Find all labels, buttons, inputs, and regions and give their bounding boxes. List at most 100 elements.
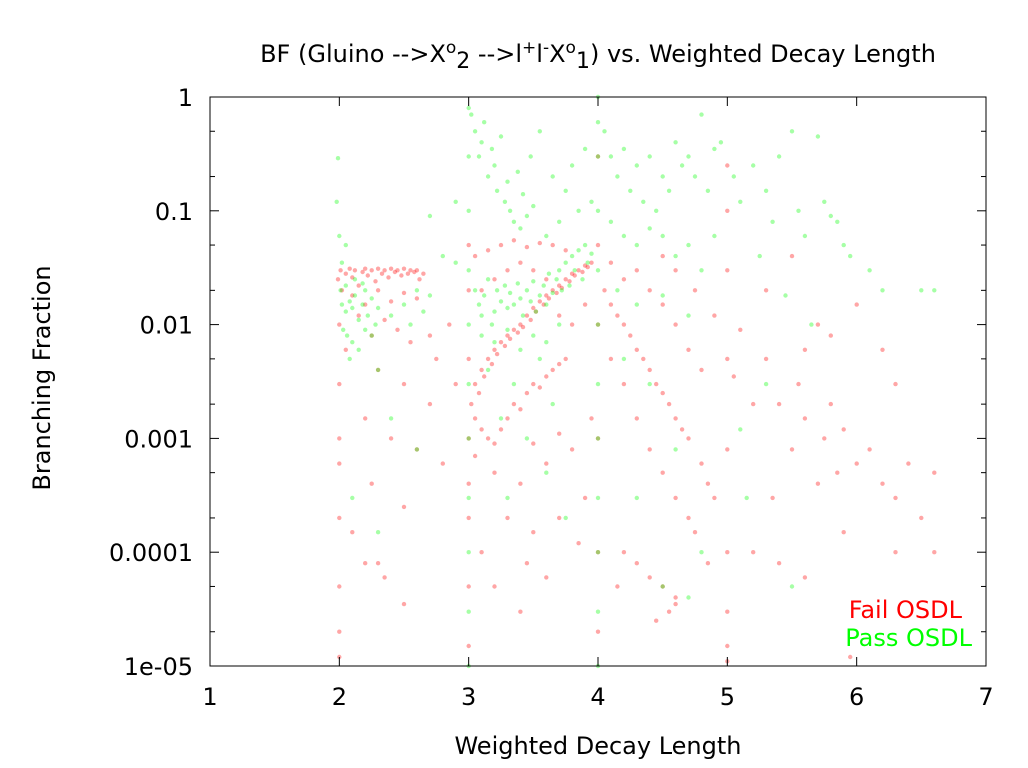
fail-osdl-point — [854, 302, 859, 307]
fail-osdl-point — [466, 356, 471, 362]
pass-osdl-point — [524, 436, 530, 441]
fail-osdl-point — [356, 313, 361, 318]
fail-osdl-point — [559, 285, 564, 291]
fail-osdl-point — [634, 268, 639, 273]
pass-osdl-point — [595, 154, 601, 159]
pass-osdl-point — [544, 470, 549, 475]
y-tick-label: 0.0001 — [109, 539, 193, 567]
fail-osdl-point — [602, 288, 607, 293]
pass-osdl-point — [634, 242, 639, 248]
fail-osdl-points — [335, 154, 937, 664]
pass-osdl-point — [502, 283, 508, 288]
fail-osdl-point — [848, 654, 853, 660]
x-tick-label: 2 — [332, 683, 347, 711]
fail-osdl-point — [434, 356, 439, 362]
pass-osdl-point — [466, 154, 471, 159]
fail-osdl-point — [347, 266, 352, 271]
fail-osdl-point — [518, 260, 523, 265]
pass-osdl-point — [476, 302, 482, 307]
fail-osdl-point — [595, 242, 601, 248]
pass-osdl-point — [595, 495, 601, 501]
pass-osdl-point — [770, 219, 775, 224]
chart-title-part: - — [543, 38, 549, 58]
pass-osdl-point — [524, 213, 530, 219]
fail-osdl-point — [511, 238, 517, 243]
fail-osdl-point — [686, 515, 691, 521]
fail-osdl-point — [725, 163, 730, 168]
pass-osdl-point — [686, 154, 691, 159]
chart-title-part: 2 — [456, 49, 470, 74]
pass-osdl-point — [569, 163, 575, 168]
pass-osdl-point — [615, 174, 620, 179]
fail-osdl-point — [828, 333, 833, 338]
pass-osdl-point — [373, 322, 378, 327]
fail-osdl-point — [492, 277, 497, 282]
fail-osdl-point — [544, 575, 549, 580]
fail-osdl-point — [731, 374, 736, 379]
fail-osdl-point — [408, 268, 413, 273]
pass-osdl-point — [595, 322, 601, 327]
pass-osdl-point — [347, 299, 352, 304]
pass-osdl-point — [699, 550, 704, 555]
pass-osdl-point — [498, 299, 504, 304]
pass-osdl-point — [621, 356, 627, 362]
fail-osdl-point — [502, 343, 508, 349]
pass-osdl-point — [919, 288, 924, 293]
pass-osdl-point — [356, 317, 361, 323]
pass-osdl-point — [466, 381, 471, 387]
fail-osdl-point — [401, 381, 407, 387]
fail-osdl-point — [531, 305, 536, 311]
fail-osdl-point — [621, 277, 627, 282]
pass-osdl-point — [505, 327, 510, 332]
fail-osdl-point — [363, 561, 368, 566]
fail-osdl-point — [453, 381, 458, 387]
pass-osdl-point — [595, 381, 601, 387]
pass-osdl-point — [654, 208, 659, 213]
fail-osdl-point — [815, 322, 821, 327]
fail-osdl-point — [375, 266, 381, 271]
pass-osdl-point — [828, 213, 833, 219]
pass-osdl-point — [335, 156, 341, 161]
fail-osdl-point — [492, 441, 497, 446]
legend-fail-osdl: Fail OSDL — [849, 596, 963, 624]
fail-osdl-point — [557, 313, 562, 318]
fail-osdl-point — [511, 401, 517, 407]
fail-osdl-point — [533, 309, 539, 314]
fail-osdl-point — [489, 361, 495, 367]
fail-osdl-point — [524, 313, 530, 318]
fail-osdl-point — [392, 269, 398, 275]
fail-osdl-point — [363, 302, 368, 307]
fail-osdl-point — [654, 381, 659, 387]
pass-osdl-point — [343, 242, 348, 248]
pass-osdl-point — [546, 271, 552, 276]
pass-osdl-point — [334, 199, 339, 204]
fail-osdl-point — [412, 269, 417, 275]
fail-osdl-point — [447, 322, 452, 327]
pass-osdl-point — [520, 313, 526, 318]
pass-osdl-point — [686, 313, 691, 318]
fail-osdl-point — [337, 436, 342, 441]
fail-osdl-point — [789, 253, 795, 259]
fail-osdl-point — [466, 242, 471, 248]
fail-osdl-point — [337, 381, 342, 387]
pass-osdl-point — [453, 199, 458, 204]
fail-osdl-point — [343, 347, 348, 352]
fail-osdl-point — [335, 277, 341, 282]
fail-osdl-point — [401, 504, 407, 510]
fail-osdl-point — [414, 268, 420, 273]
pass-osdl-point — [537, 293, 542, 298]
fail-osdl-point — [375, 288, 381, 293]
fail-osdl-point — [641, 356, 646, 362]
pass-osdl-point — [528, 299, 533, 304]
pass-osdl-point — [589, 251, 594, 256]
pass-osdl-point — [673, 253, 678, 259]
fail-osdl-point — [518, 407, 523, 412]
fail-osdl-point — [595, 154, 601, 159]
pass-osdl-point — [567, 283, 572, 288]
pass-osdl-point — [352, 293, 358, 298]
fail-osdl-point — [466, 288, 471, 293]
pass-osdl-point — [699, 112, 704, 117]
pass-osdl-point — [339, 260, 345, 265]
pass-osdl-point — [763, 381, 769, 387]
pass-osdl-point — [841, 242, 846, 248]
